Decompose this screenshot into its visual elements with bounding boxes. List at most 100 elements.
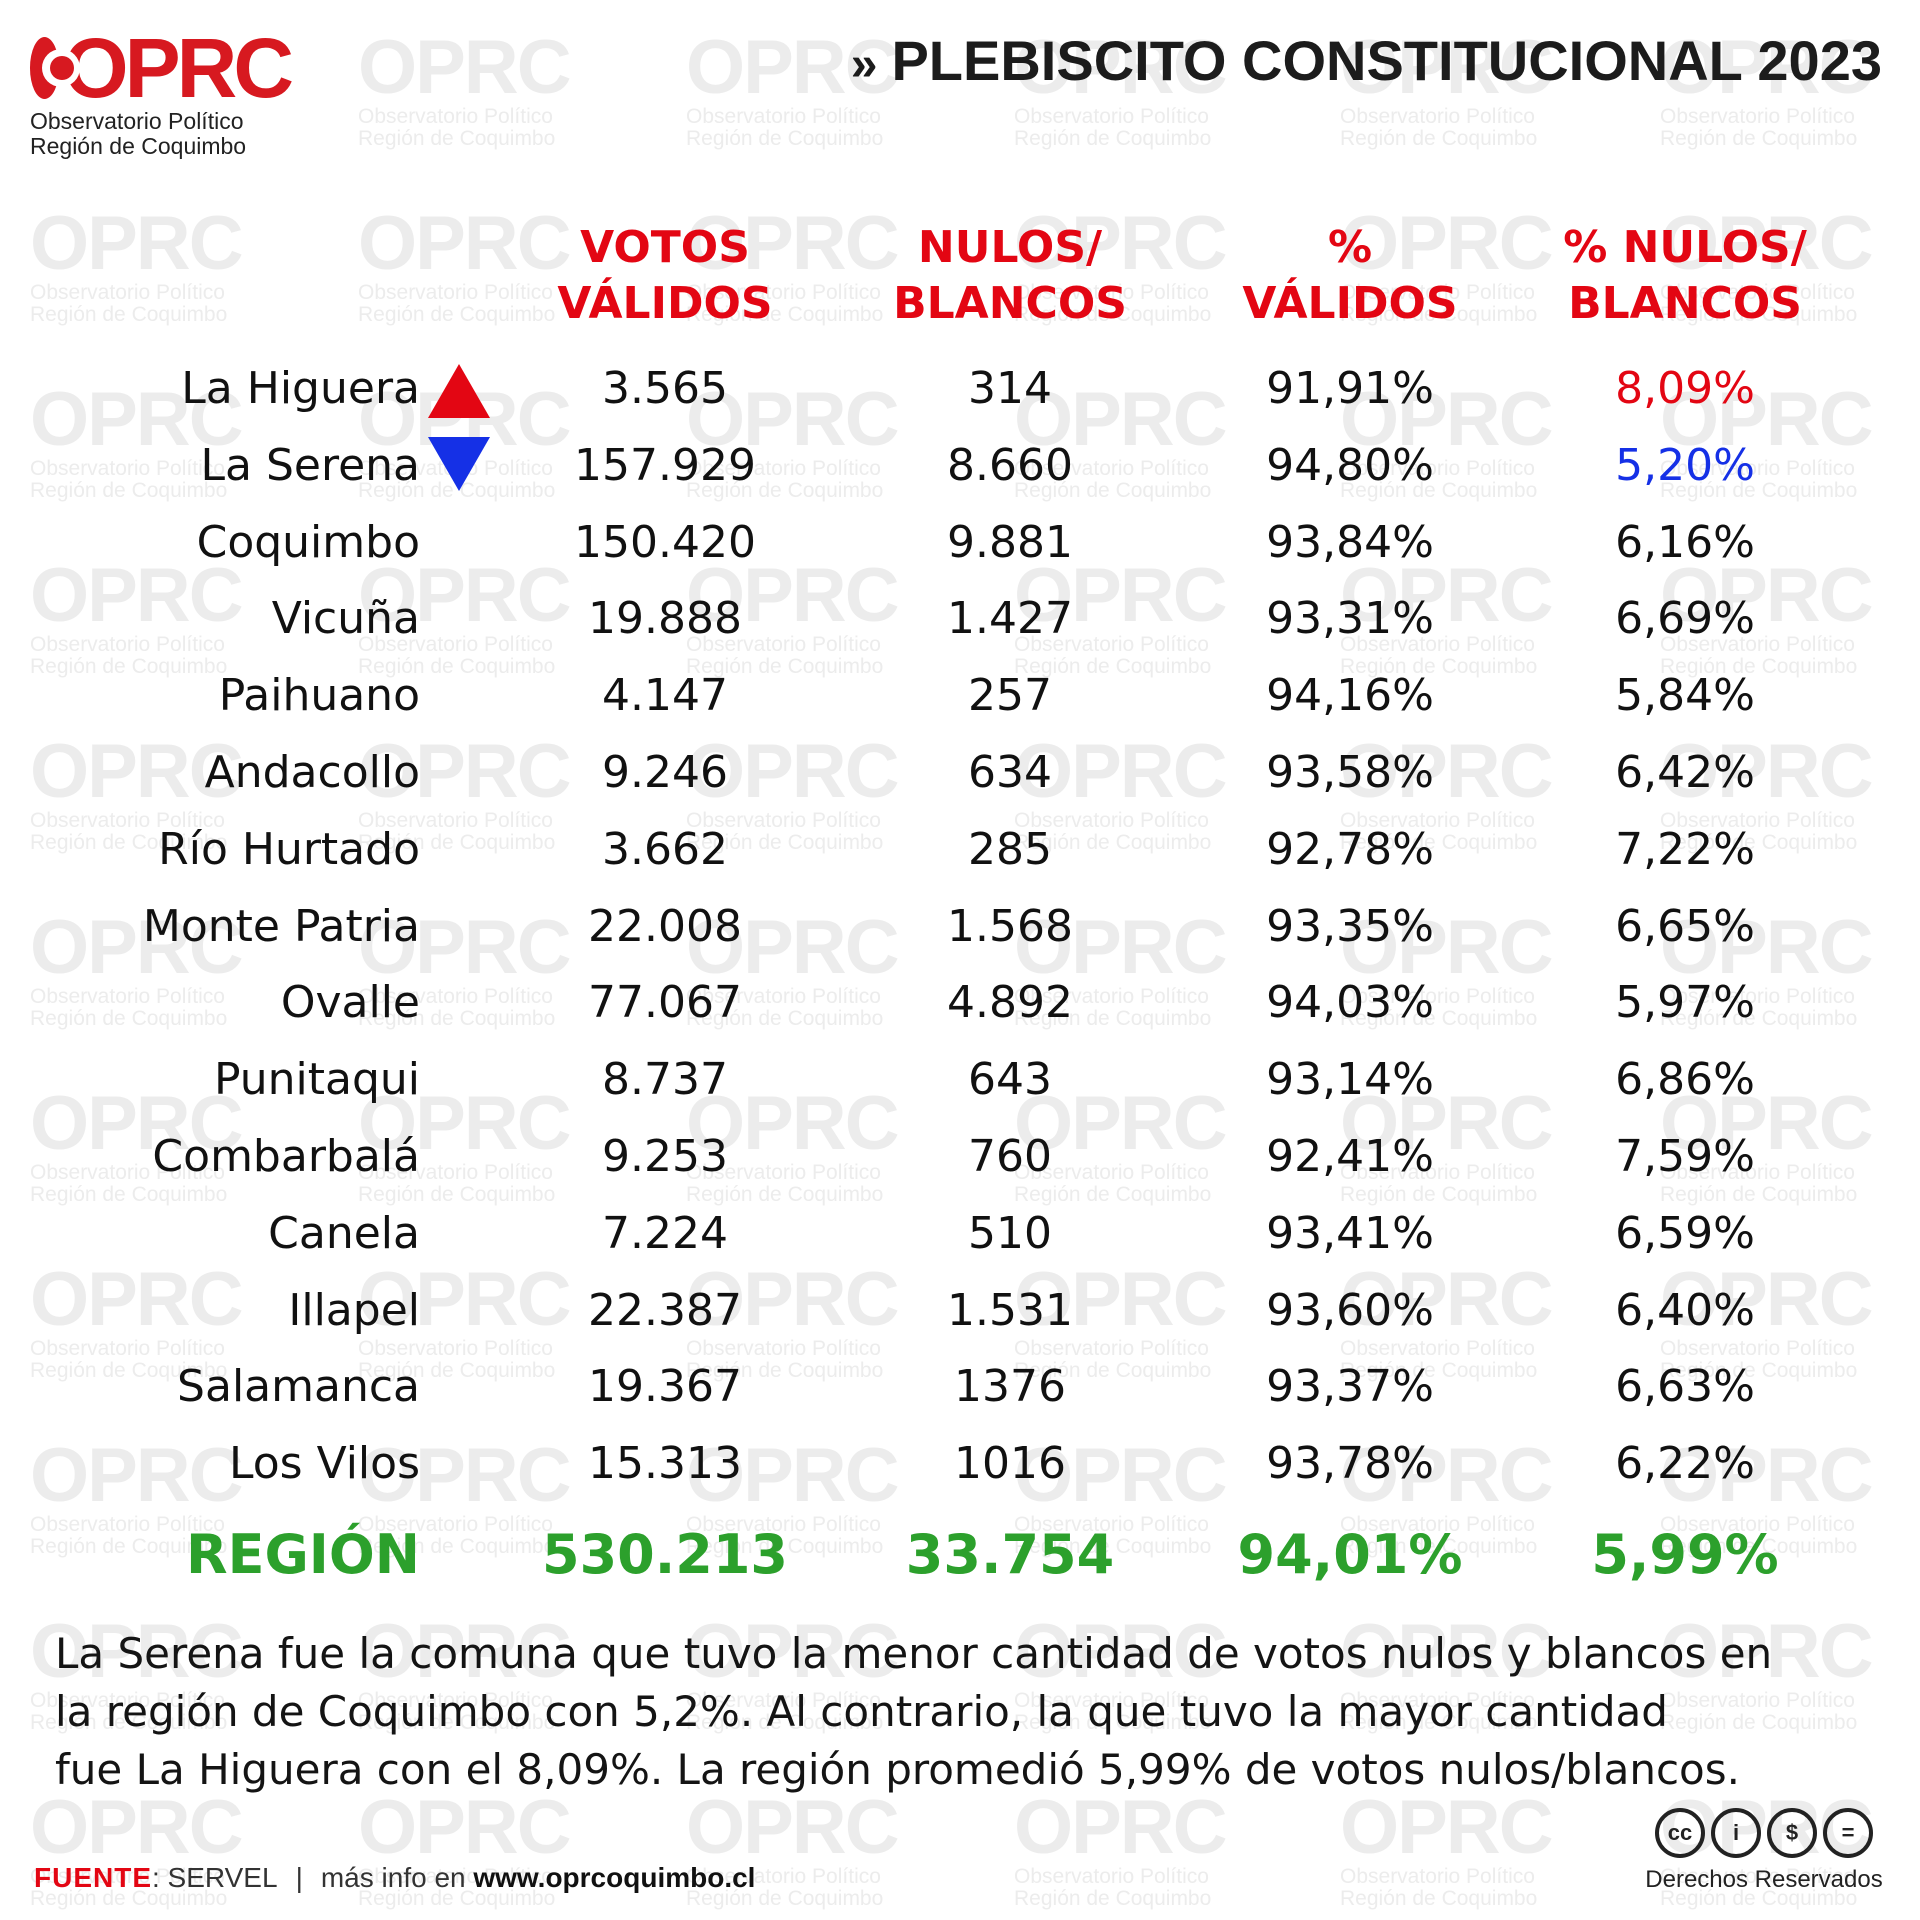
watermark-logo: OPRC (686, 1785, 900, 1870)
footer-separator: | (295, 1862, 303, 1893)
note-line: fue La Higuera con el 8,09%. La región p… (55, 1745, 1740, 1794)
watermark-subtitle: Observatorio Político (1014, 105, 1209, 128)
double-chevron-icon: » (850, 38, 878, 91)
row-validos: 9.253 (602, 1131, 728, 1182)
total-pct-validos: 94,01% (1237, 1523, 1463, 1586)
header-line: VOTOS (580, 222, 750, 273)
row-validos: 15.313 (588, 1438, 742, 1490)
row-name: Combarbalá (152, 1131, 420, 1182)
row-validos: 8.737 (602, 1054, 728, 1106)
row-nulos: 4.892 (947, 977, 1073, 1029)
row-name: Illapel (288, 1284, 420, 1336)
row-pct-validos: 93,60% (1266, 1284, 1434, 1336)
row-name: Coquimbo (196, 516, 420, 568)
row-pct-nulos: 6,59% (1615, 1207, 1755, 1259)
row-validos: 19.888 (588, 593, 742, 645)
row-name: Salamanca (177, 1361, 420, 1413)
table-row: Monte Patria 22.008 1.568 93,35% 6,65% (0, 888, 1920, 965)
watermark-logo: OPRC (1340, 1785, 1554, 1870)
table-row: Río Hurtado 3.662 285 92,78% 7,22% (0, 811, 1920, 888)
row-pct-nulos: 7,59% (1615, 1131, 1755, 1182)
row-pct-validos: 93,14% (1266, 1054, 1434, 1106)
row-validos: 22.387 (588, 1284, 742, 1336)
license-badge: cc i $ = Derechos Reservados (1644, 1808, 1884, 1894)
source-key: FUENTE (34, 1862, 152, 1893)
website-link[interactable]: www.oprcoquimbo.cl (473, 1862, 756, 1893)
row-validos: 7.224 (602, 1207, 728, 1259)
total-validos: 530.213 (542, 1523, 788, 1586)
row-pct-validos: 93,41% (1266, 1207, 1434, 1259)
row-pct-nulos: 7,22% (1615, 823, 1755, 875)
row-pct-nulos: 6,40% (1615, 1284, 1755, 1336)
row-validos: 4.147 (602, 670, 728, 722)
page-title-text: PLEBISCITO CONSTITUCIONAL 2023 (891, 29, 1882, 92)
row-name: Paihuano (218, 670, 420, 722)
more-info-label: más info en (320, 1862, 474, 1893)
row-nulos: 314 (968, 363, 1052, 414)
watermark-logo: OPRC (1014, 1785, 1228, 1870)
watermark-subtitle: Observatorio Político (1340, 105, 1535, 128)
row-name: Río Hurtado (158, 823, 420, 875)
row-validos: 150.420 (574, 516, 756, 568)
total-pct-nulos: 5,99% (1591, 1523, 1779, 1586)
row-nulos: 9.881 (947, 516, 1073, 568)
header-votos-validos: VOTOS VÁLIDOS (520, 220, 810, 332)
row-name: Punitaqui (213, 1054, 420, 1106)
row-nulos: 1.427 (947, 593, 1073, 645)
row-validos: 3.565 (602, 363, 728, 414)
table-row: Ovalle 77.067 4.892 94,03% 5,97% (0, 964, 1920, 1041)
watermark-subtitle: Región de Coquimbo (686, 127, 884, 150)
header-line: % (1327, 222, 1373, 273)
watermark-tile: OPRC Observatorio Político Región de Coqui… (1340, 1790, 1580, 1910)
watermark-logo: OPRC (30, 1785, 244, 1870)
row-pct-validos: 92,41% (1266, 1131, 1434, 1182)
logo-subtitle-line2: Región de Coquimbo (30, 133, 247, 159)
row-pct-validos: 94,16% (1266, 670, 1434, 722)
watermark-subtitle: Observatorio Político (1340, 1865, 1535, 1888)
table-row: La Serena 157.929 8.660 94,80% 5,20% (0, 427, 1920, 504)
watermark-subtitle: Observatorio Político (1014, 1865, 1209, 1888)
row-nulos: 257 (968, 670, 1052, 722)
watermark-subtitle: Región de Coquimbo (358, 127, 556, 150)
row-validos: 22.008 (588, 900, 742, 952)
table-row: Coquimbo 150.420 9.881 93,84% 6,16% (0, 504, 1920, 581)
eye-icon (30, 37, 81, 99)
header-line: NULOS/ (917, 222, 1103, 273)
row-pct-nulos: 6,63% (1615, 1361, 1755, 1413)
row-validos: 77.067 (588, 977, 742, 1029)
table-header: VOTOS VÁLIDOS NULOS/ BLANCOS % VÁLIDOS %… (0, 220, 1920, 340)
triangle-up-icon (428, 364, 490, 418)
row-name: Ovalle (280, 977, 420, 1029)
table-row: Andacollo 9.246 634 93,58% 6,42% (0, 734, 1920, 811)
logo-subtitle-line1: Observatorio Político (30, 108, 244, 134)
table-row: Combarbalá 9.253 760 92,41% 7,59% (0, 1118, 1920, 1195)
watermark-logo: OPRC (358, 25, 572, 110)
watermark-subtitle: Región de Coquimbo (1014, 1887, 1212, 1910)
row-pct-nulos: 6,22% (1615, 1438, 1755, 1490)
total-nulos: 33.754 (905, 1523, 1115, 1586)
row-pct-validos: 94,80% (1266, 439, 1434, 491)
table-row: Salamanca 19.367 1376 93,37% 6,63% (0, 1348, 1920, 1425)
row-nulos: 1016 (954, 1438, 1066, 1490)
header-line: VÁLIDOS (557, 278, 773, 329)
row-nulos: 634 (968, 747, 1052, 798)
row-nulos: 1.531 (947, 1284, 1073, 1336)
header-line: % NULOS/ (1563, 222, 1807, 273)
row-name: Andacollo (204, 747, 420, 798)
table-row: Paihuano 4.147 257 94,16% 5,84% (0, 657, 1920, 734)
row-validos: 3.662 (602, 823, 728, 875)
page-title: » PLEBISCITO CONSTITUCIONAL 2023 (851, 28, 1882, 93)
row-pct-validos: 92,78% (1266, 823, 1434, 875)
row-pct-validos: 94,03% (1266, 977, 1434, 1029)
row-pct-nulos: 5,84% (1615, 670, 1755, 722)
nd-equals-icon: = (1823, 1808, 1873, 1858)
row-nulos: 1376 (954, 1361, 1066, 1413)
table-row: La Higuera 3.565 314 91,91% 8,09% (0, 350, 1920, 427)
summary-note: La Serena fue la comuna que tuvo la meno… (55, 1625, 1885, 1799)
logo-text: OPRC (63, 21, 294, 115)
header-pct-nulos: % NULOS/ BLANCOS (1540, 220, 1830, 332)
watermark-subtitle: Región de Coquimbo (1340, 1887, 1538, 1910)
watermark-subtitle: Región de Coquimbo (1014, 127, 1212, 150)
triangle-down-icon (428, 436, 490, 491)
row-name: Monte Patria (142, 900, 420, 952)
